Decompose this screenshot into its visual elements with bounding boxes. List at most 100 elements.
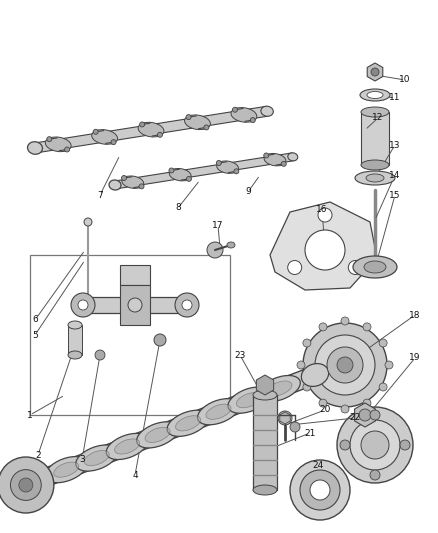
Circle shape: [0, 457, 54, 513]
Ellipse shape: [206, 404, 231, 419]
Text: 7: 7: [97, 190, 103, 199]
Circle shape: [281, 161, 286, 166]
Polygon shape: [367, 63, 383, 81]
Polygon shape: [256, 375, 274, 395]
Circle shape: [233, 107, 237, 112]
Text: 23: 23: [234, 351, 246, 359]
Circle shape: [290, 422, 300, 432]
Ellipse shape: [361, 160, 389, 170]
Circle shape: [350, 420, 400, 470]
Circle shape: [250, 118, 255, 123]
Circle shape: [186, 115, 191, 119]
Polygon shape: [270, 202, 377, 290]
Circle shape: [207, 242, 223, 258]
Text: 5: 5: [32, 330, 38, 340]
Circle shape: [139, 184, 144, 189]
Circle shape: [385, 361, 393, 369]
Circle shape: [111, 140, 116, 144]
Circle shape: [121, 175, 127, 181]
Circle shape: [370, 470, 380, 480]
Polygon shape: [34, 106, 268, 153]
Ellipse shape: [361, 107, 389, 117]
Circle shape: [182, 300, 192, 310]
Circle shape: [371, 68, 379, 76]
Ellipse shape: [261, 106, 273, 116]
Ellipse shape: [198, 399, 240, 425]
Ellipse shape: [355, 171, 395, 185]
Circle shape: [379, 383, 387, 391]
Circle shape: [140, 122, 145, 127]
Ellipse shape: [122, 176, 144, 188]
Text: 1: 1: [27, 410, 33, 419]
Text: 14: 14: [389, 171, 401, 180]
Text: 9: 9: [245, 188, 251, 197]
Circle shape: [315, 335, 375, 395]
Circle shape: [297, 361, 305, 369]
Ellipse shape: [15, 468, 57, 494]
Circle shape: [300, 470, 340, 510]
Circle shape: [204, 125, 209, 130]
Circle shape: [370, 410, 380, 420]
Circle shape: [234, 169, 239, 174]
Circle shape: [65, 147, 70, 152]
Text: 16: 16: [316, 206, 328, 214]
Text: 6: 6: [32, 316, 38, 325]
Text: 12: 12: [372, 114, 384, 123]
Ellipse shape: [301, 364, 328, 386]
Ellipse shape: [253, 390, 277, 400]
Circle shape: [303, 339, 311, 347]
Ellipse shape: [68, 351, 82, 359]
Text: 18: 18: [409, 311, 421, 319]
Circle shape: [305, 230, 345, 270]
Circle shape: [327, 347, 363, 383]
Ellipse shape: [137, 422, 179, 448]
Text: 15: 15: [389, 190, 401, 199]
Text: 3: 3: [79, 456, 85, 464]
Circle shape: [216, 160, 221, 165]
Ellipse shape: [106, 433, 148, 459]
Circle shape: [337, 357, 353, 373]
Ellipse shape: [366, 174, 384, 182]
Text: 21: 21: [304, 429, 316, 438]
Circle shape: [341, 317, 349, 325]
Ellipse shape: [360, 89, 390, 101]
Circle shape: [303, 383, 311, 391]
Circle shape: [154, 334, 166, 346]
Circle shape: [187, 176, 191, 181]
Polygon shape: [253, 395, 277, 490]
Ellipse shape: [28, 142, 42, 154]
Circle shape: [361, 431, 389, 459]
Ellipse shape: [364, 261, 386, 273]
Ellipse shape: [367, 92, 383, 99]
Ellipse shape: [84, 450, 109, 466]
Circle shape: [169, 168, 174, 173]
Ellipse shape: [45, 137, 71, 152]
Ellipse shape: [167, 410, 209, 437]
Circle shape: [264, 153, 269, 158]
Ellipse shape: [76, 445, 118, 471]
Bar: [30, 255, 230, 415]
Circle shape: [319, 323, 327, 331]
Circle shape: [340, 440, 350, 450]
Ellipse shape: [92, 130, 117, 144]
Text: 22: 22: [350, 414, 360, 423]
Ellipse shape: [228, 387, 270, 413]
Text: 10: 10: [399, 76, 411, 85]
Circle shape: [310, 480, 330, 500]
Circle shape: [175, 293, 199, 317]
Circle shape: [78, 300, 88, 310]
Circle shape: [363, 399, 371, 407]
Circle shape: [84, 218, 92, 226]
Circle shape: [318, 208, 332, 222]
Circle shape: [278, 411, 292, 425]
Text: 4: 4: [132, 471, 138, 480]
Polygon shape: [120, 285, 150, 325]
Text: 11: 11: [389, 93, 401, 102]
Circle shape: [303, 323, 387, 407]
Ellipse shape: [288, 153, 298, 161]
Ellipse shape: [258, 375, 300, 402]
Text: 19: 19: [409, 353, 421, 362]
Ellipse shape: [253, 485, 277, 495]
Circle shape: [290, 460, 350, 520]
Ellipse shape: [267, 381, 292, 396]
